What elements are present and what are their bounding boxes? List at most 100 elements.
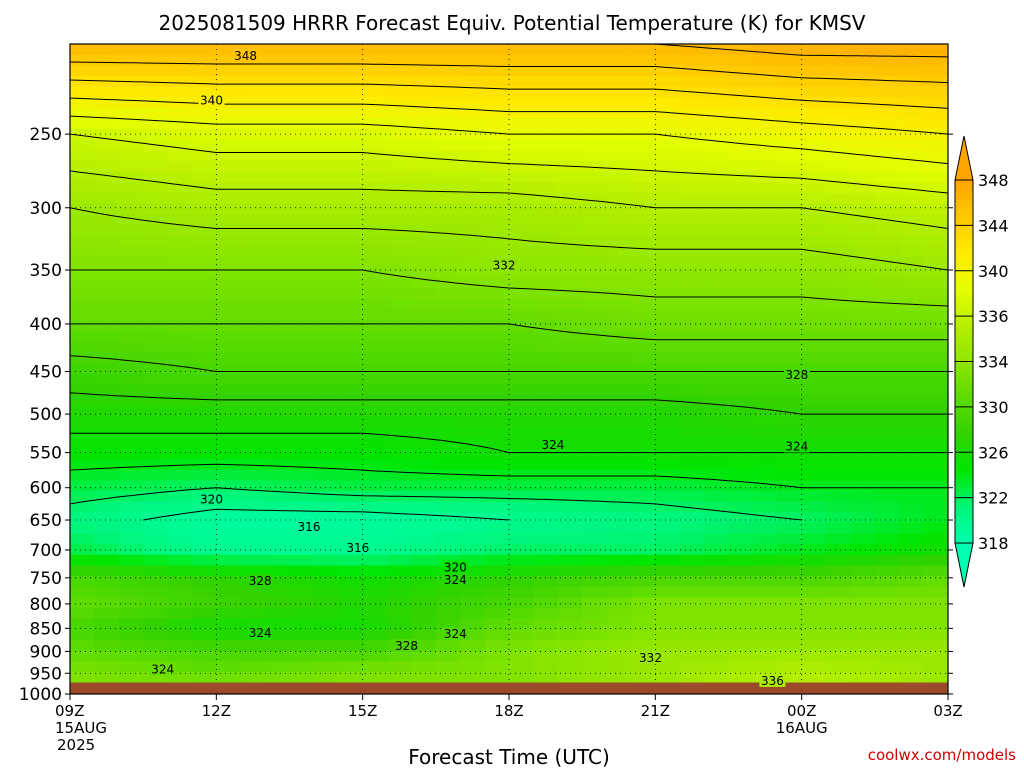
field-cell (899, 480, 925, 492)
field-cell (874, 129, 900, 141)
field-cell (752, 75, 778, 88)
field-cell (265, 86, 291, 98)
field-cell (70, 671, 95, 684)
y-tick-label: 600 (30, 479, 62, 499)
field-cell (94, 107, 120, 120)
field-cell (509, 97, 534, 109)
field-cell (850, 278, 876, 290)
field-cell (313, 278, 339, 290)
field-cell (240, 86, 266, 98)
field-cell (923, 107, 948, 120)
field-cell (435, 182, 461, 194)
field-cell (167, 235, 193, 247)
field-cell (850, 256, 876, 269)
field-cell (509, 427, 534, 439)
field-cell (387, 54, 413, 66)
field-cell (777, 459, 803, 471)
field-cell (509, 554, 534, 567)
field-cell (167, 448, 193, 460)
field-cell (338, 192, 364, 205)
field-cell (655, 278, 681, 290)
field-cell (265, 512, 291, 524)
field-cell (484, 544, 510, 556)
field-cell (240, 427, 266, 439)
field-cell (411, 512, 437, 524)
x-axis-label: Forecast Time (UTC) (408, 745, 610, 768)
field-cell (655, 44, 681, 56)
field-cell (387, 661, 413, 673)
field-cell (143, 363, 169, 375)
field-cell (435, 331, 461, 343)
field-cell (387, 246, 413, 258)
field-cell (240, 107, 266, 120)
field-cell (850, 331, 876, 343)
field-cell (362, 416, 388, 428)
field-cell (509, 618, 534, 630)
field-cell (387, 544, 413, 556)
field-cell (606, 182, 632, 194)
field-cell (484, 384, 510, 396)
field-cell (435, 469, 461, 481)
field-cell (313, 533, 339, 545)
field-cell (70, 310, 95, 322)
field-cell (94, 618, 120, 630)
field-cell (289, 224, 315, 237)
field-cell (191, 469, 217, 481)
field-cell (679, 214, 705, 226)
field-cell (557, 661, 583, 673)
field-cell (94, 544, 120, 556)
field-cell (630, 608, 656, 620)
field-cell (240, 278, 266, 290)
field-cell (801, 331, 827, 343)
field-cell (874, 267, 900, 279)
field-cell (313, 661, 339, 673)
field-cell (460, 150, 486, 162)
field-cell (289, 384, 315, 396)
field-cell (850, 554, 876, 567)
field-cell (411, 395, 437, 407)
field-cell (362, 299, 388, 311)
field-cell (362, 288, 388, 301)
field-cell (460, 661, 486, 673)
field-cell (826, 203, 852, 215)
field-cell (630, 139, 656, 152)
field-cell (191, 437, 217, 449)
field-cell (435, 75, 461, 88)
field-cell (70, 192, 95, 205)
field-cell (826, 459, 852, 471)
field-cell (216, 608, 242, 620)
field-cell (655, 405, 681, 418)
field-cell (509, 405, 534, 418)
field-cell (289, 267, 315, 279)
field-cell (826, 427, 852, 439)
field-cell (118, 469, 144, 481)
y-tick-label: 750 (30, 569, 62, 589)
field-cell (801, 373, 827, 386)
field-cell (143, 533, 169, 545)
field-cell (411, 192, 437, 205)
field-cell (582, 192, 608, 205)
field-cell (289, 650, 315, 662)
field-cell (167, 192, 193, 205)
contour-label: 328 (395, 639, 418, 653)
field-cell (118, 661, 144, 673)
field-cell (289, 182, 315, 194)
field-cell (655, 480, 681, 492)
field-cell (679, 246, 705, 258)
field-cell (850, 310, 876, 322)
field-cell (899, 501, 925, 513)
field-cell (216, 522, 242, 535)
field-cell (655, 427, 681, 439)
field-cell (582, 150, 608, 162)
field-cell (143, 586, 169, 598)
field-cell (435, 459, 461, 471)
field-cell (679, 608, 705, 620)
field-cell (752, 182, 778, 194)
field-cell (557, 256, 583, 269)
field-cell (923, 629, 948, 641)
field-cell (874, 65, 900, 77)
field-cell (874, 639, 900, 652)
field-cell (655, 576, 681, 588)
field-cell (265, 310, 291, 322)
colorbar-tick-label: 326 (978, 443, 1009, 462)
